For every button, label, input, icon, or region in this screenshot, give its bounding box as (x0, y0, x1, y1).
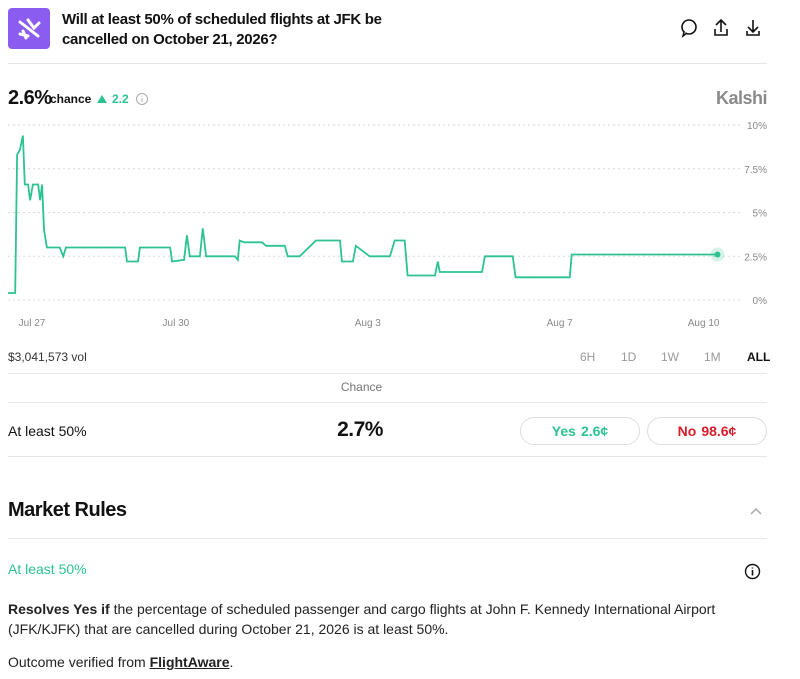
up-arrow (97, 95, 107, 103)
range-button[interactable]: ALL (747, 350, 771, 364)
no-price: 98.6¢ (701, 423, 737, 439)
price-line (8, 135, 718, 294)
market-icon (8, 8, 50, 49)
y-tick-label: 10% (747, 121, 767, 132)
divider (8, 63, 767, 64)
rules-body: the percentage of scheduled passenger an… (8, 601, 716, 637)
x-tick-label: Jul 27 (19, 318, 46, 329)
y-tick-label: 0% (753, 296, 768, 307)
x-tick-label: Aug 7 (547, 318, 574, 329)
divider (8, 456, 767, 457)
header-actions (681, 18, 760, 38)
yes-button[interactable]: Yes 2.6¢ (520, 417, 640, 445)
info-icon[interactable] (135, 92, 149, 106)
comment-button[interactable] (681, 19, 697, 38)
collapse-button[interactable] (749, 506, 763, 516)
range-button[interactable]: 1D (621, 350, 637, 364)
rules-outcome: At least 50% (8, 561, 87, 577)
chance-change: 2.2 (112, 92, 129, 106)
rules-info[interactable] (744, 563, 761, 580)
row-chance: 2.7% (337, 418, 383, 441)
divider (8, 538, 767, 539)
download-button[interactable] (746, 20, 760, 36)
divider (8, 373, 767, 374)
range-button[interactable]: 1W (661, 350, 679, 364)
rules-source: Outcome verified from FlightAware. (8, 654, 233, 670)
rules-title: Market Rules (8, 499, 127, 521)
range-button[interactable]: 1M (704, 350, 721, 364)
x-tick-label: Aug 10 (688, 318, 720, 329)
chance-value: 2.6% (8, 87, 52, 109)
end-point (714, 251, 721, 258)
rules-text: Resolves Yes if the percentage of schedu… (8, 599, 728, 639)
rules-lead: Resolves Yes if (8, 601, 110, 617)
y-tick-label: 2.5% (744, 252, 767, 263)
no-button[interactable]: No 98.6¢ (647, 417, 767, 445)
chart: 0% 2.5% 5% 7.5% 10% Jul 27 Jul 30 Aug 3 Aug 7 Aug… (8, 121, 768, 329)
table-header: Chance (340, 380, 383, 394)
chance-label: chance (50, 92, 92, 106)
brand: Kalshi (715, 88, 768, 108)
source-end: . (229, 654, 234, 670)
divider (8, 402, 767, 403)
y-tick-label: 7.5% (744, 165, 767, 176)
yes-label: Yes (551, 423, 576, 439)
no-label: No (677, 423, 697, 439)
source-text: Outcome verified from (8, 654, 146, 670)
yes-price: 2.6¢ (580, 423, 609, 439)
x-tick-label: Jul 30 (163, 318, 190, 329)
row-label: At least 50% (8, 423, 87, 439)
range-button[interactable]: 6H (580, 350, 596, 364)
x-tick-label: Aug 3 (355, 318, 382, 329)
source-link[interactable]: FlightAware (149, 654, 230, 670)
plane-icon (18, 18, 41, 40)
market-title: Will at least 50% of scheduled flights a… (62, 11, 382, 48)
share-button[interactable] (714, 18, 728, 36)
y-tick-label: 5% (753, 209, 768, 220)
volume: $3,041,573 vol (8, 350, 87, 364)
